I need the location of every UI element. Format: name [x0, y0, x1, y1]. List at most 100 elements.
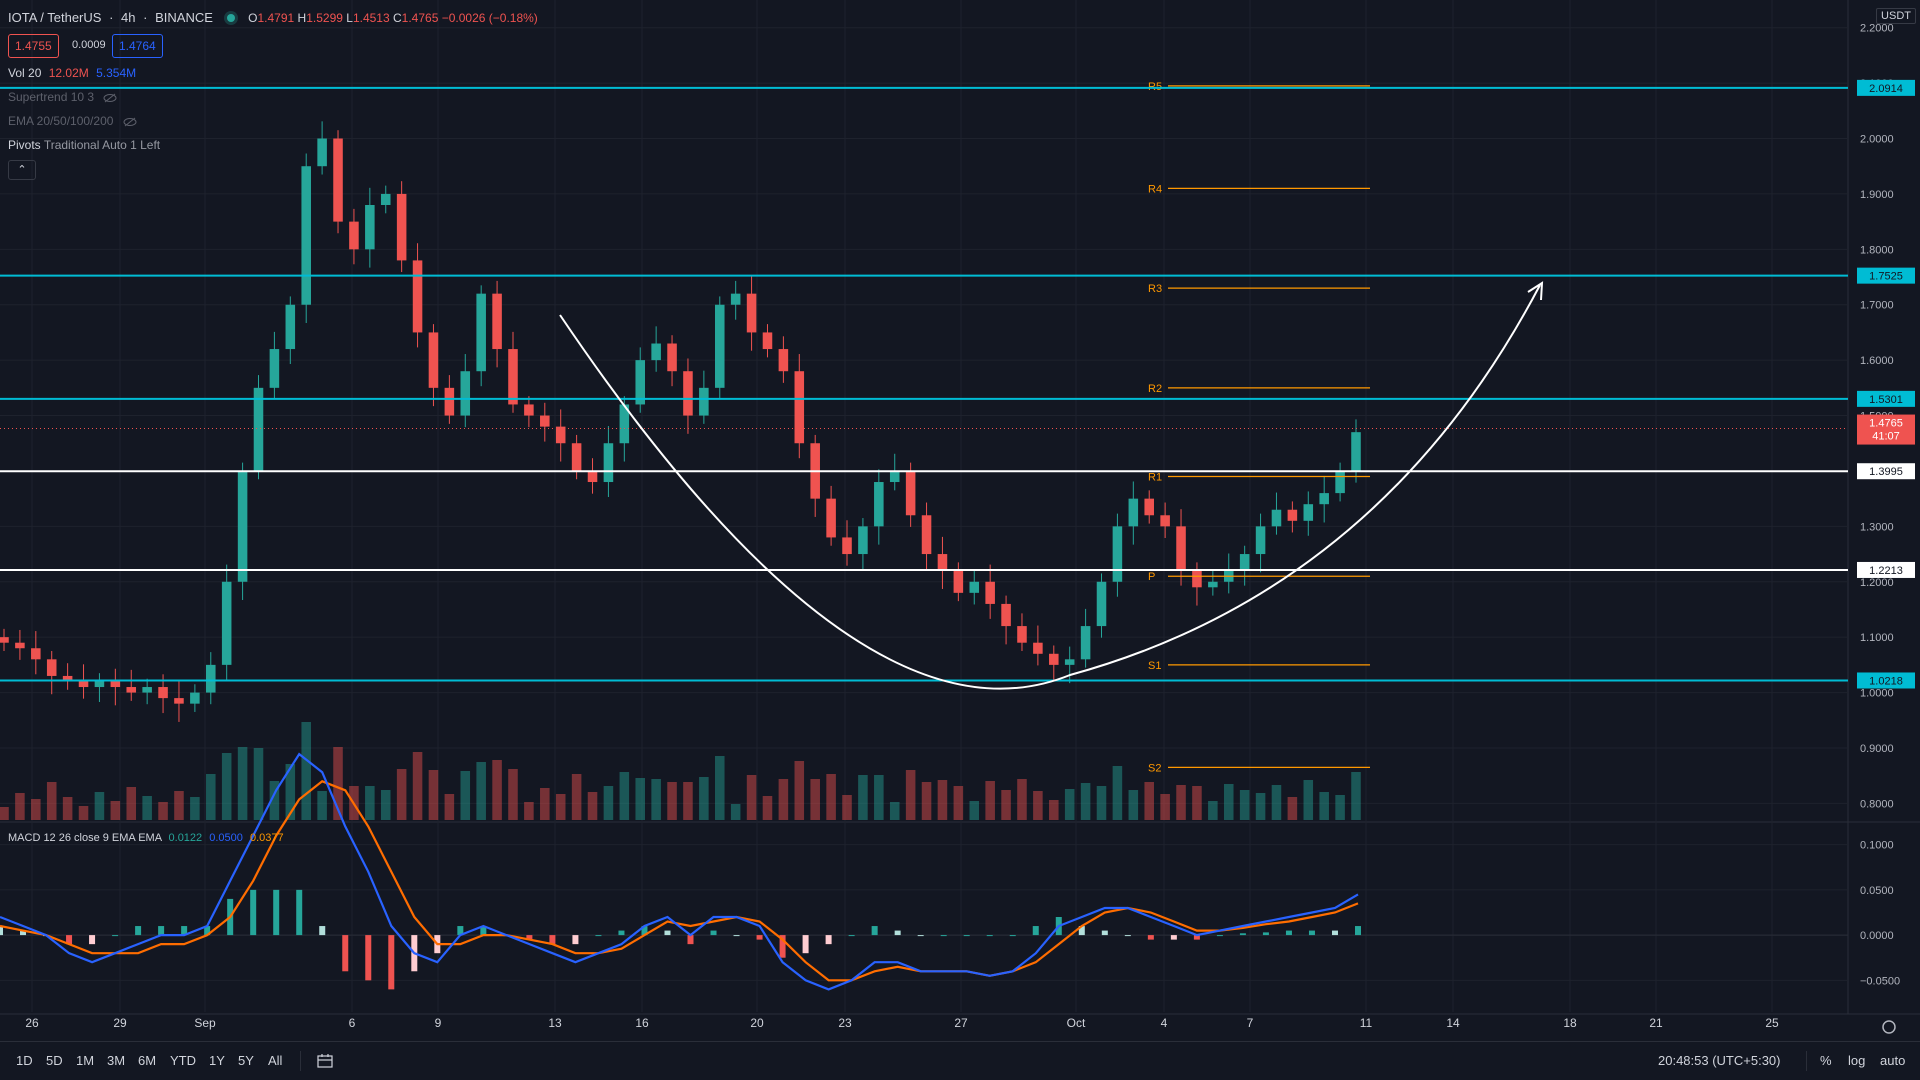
candle-body: [428, 332, 439, 388]
candle-body: [349, 221, 359, 250]
buy-price-box[interactable]: 1.4764: [112, 34, 163, 58]
chevron-up-icon: ⌃: [17, 164, 27, 176]
macd-histogram-bar: [1308, 930, 1315, 936]
volume-bar: [110, 801, 121, 820]
macd-histogram-bar: [710, 930, 717, 936]
price-tick-label: 2.0000: [1860, 134, 1894, 146]
macd-histogram-bar: [963, 935, 970, 937]
timeframe-1y[interactable]: 1Y: [209, 1053, 225, 1068]
macd-histogram-bar: [1262, 932, 1269, 936]
timeframe-all[interactable]: All: [268, 1053, 283, 1068]
time-tick-label: Oct: [1067, 1016, 1086, 1030]
collapse-legend-button[interactable]: ⌃: [8, 160, 36, 180]
candle-countdown-label: 41:07: [1872, 431, 1900, 443]
volume-bar: [1239, 790, 1250, 820]
symbol-name[interactable]: IOTA / TetherUS: [8, 10, 102, 25]
ema-legend[interactable]: EMA 20/50/100/200: [8, 114, 137, 128]
candle-body: [762, 332, 773, 350]
high-value: 1.5299: [306, 11, 343, 25]
macd-histogram-bar: [135, 926, 142, 936]
timeframe-5d[interactable]: 5D: [46, 1053, 63, 1068]
symbol-legend[interactable]: IOTA / TetherUS · 4h · BINANCE O1.4791 H…: [8, 10, 538, 25]
supertrend-legend[interactable]: Supertrend 10 3: [8, 90, 117, 104]
auto-scale-toggle[interactable]: auto: [1880, 1053, 1906, 1068]
macd-histogram-bar: [986, 935, 993, 937]
sell-price-box[interactable]: 1.4755: [8, 34, 59, 58]
volume-bar: [1335, 795, 1345, 820]
log-scale-toggle[interactable]: log: [1848, 1053, 1866, 1068]
timeframe-1d[interactable]: 1D: [16, 1053, 33, 1068]
timeframe-ytd[interactable]: YTD: [170, 1053, 196, 1068]
timeframe-1m[interactable]: 1M: [76, 1053, 95, 1068]
macd-histogram-bar: [319, 926, 326, 936]
timeframe-6m[interactable]: 6M: [138, 1053, 157, 1068]
price-tick-label: 1.8000: [1860, 244, 1894, 256]
pivots-params: Traditional Auto 1 Left: [43, 138, 161, 152]
date-range-icon[interactable]: [316, 1053, 334, 1069]
candle-body: [158, 687, 168, 699]
candle-body: [524, 404, 534, 416]
price-tick-label: 0.8000: [1860, 798, 1894, 810]
vol-value-1: 12.02M: [48, 66, 89, 80]
candle-body: [412, 260, 423, 333]
volume-bar: [333, 747, 343, 820]
eye-hidden-icon[interactable]: [103, 93, 117, 103]
volume-bar: [380, 790, 391, 820]
macd-histogram-bar: [664, 930, 671, 936]
volume-bar: [810, 779, 820, 820]
candle-body: [921, 515, 932, 555]
time-tick-label: 16: [635, 1016, 649, 1030]
gear-icon[interactable]: [1882, 1020, 1896, 1034]
candle-body: [1271, 509, 1282, 527]
candle-body: [174, 698, 184, 704]
macd-histogram-bar: [204, 926, 211, 936]
time-tick-label: 26: [25, 1016, 39, 1030]
volume-bar: [285, 764, 296, 820]
time-tick-label: 11: [1360, 1016, 1373, 1030]
candle-body: [587, 470, 598, 483]
timeframe-3m[interactable]: 3M: [107, 1053, 126, 1068]
clock-display[interactable]: 20:48:53 (UTC+5:30): [1658, 1053, 1781, 1068]
close-label: C: [393, 11, 402, 25]
candle-body: [237, 470, 248, 582]
interval-label[interactable]: 4h: [121, 10, 136, 25]
candle-body: [0, 637, 9, 643]
candle-body: [1239, 554, 1250, 571]
currency-tag[interactable]: USDT: [1876, 8, 1916, 24]
volume-bar: [985, 781, 995, 820]
candle-body: [190, 692, 200, 704]
candle-body: [476, 293, 486, 372]
pivots-legend[interactable]: Pivots Traditional Auto 1 Left: [8, 138, 160, 152]
supertrend-name: Supertrend 10 3: [8, 90, 95, 104]
macd-legend[interactable]: MACD 12 26 close 9 EMA EMA 0.0122 0.0500…: [8, 832, 284, 844]
candle-body: [985, 581, 995, 604]
macd-histogram-bar: [181, 926, 188, 936]
candle-body: [858, 526, 868, 555]
macd-histogram-bar: [480, 926, 487, 936]
eye-hidden-icon[interactable]: [123, 117, 137, 127]
candle-body: [889, 470, 900, 483]
percent-scale-toggle[interactable]: %: [1820, 1053, 1832, 1068]
macd-tick-label: 0.1000: [1860, 840, 1894, 852]
candle-body: [285, 304, 296, 350]
pivot-label-r2: R2: [1148, 383, 1162, 395]
current-price-label: 1.4765: [1869, 418, 1903, 430]
bottom-toolbar: 1D 5D 1M 3M 6M YTD 1Y 5Y All 20:48:53 (U…: [0, 1041, 1920, 1080]
pivot-label-s2: S2: [1148, 762, 1161, 774]
volume-bar: [206, 774, 216, 820]
candle-body: [969, 581, 980, 593]
volume-legend[interactable]: Vol 20 12.02M 5.354M: [8, 66, 136, 80]
volume-bar: [1303, 780, 1314, 820]
change-value: −0.0026 (−0.18%): [441, 11, 538, 25]
volume-bar: [587, 792, 598, 820]
time-tick-label: Sep: [194, 1016, 216, 1030]
macd-histogram-bar: [1032, 926, 1039, 936]
close-value: 1.4765: [401, 11, 439, 25]
volume-bar: [1351, 772, 1361, 820]
timeframe-5y[interactable]: 5Y: [238, 1053, 254, 1068]
candle-body: [1319, 493, 1329, 505]
candle-body: [94, 681, 105, 688]
time-tick-label: 21: [1649, 1016, 1663, 1030]
